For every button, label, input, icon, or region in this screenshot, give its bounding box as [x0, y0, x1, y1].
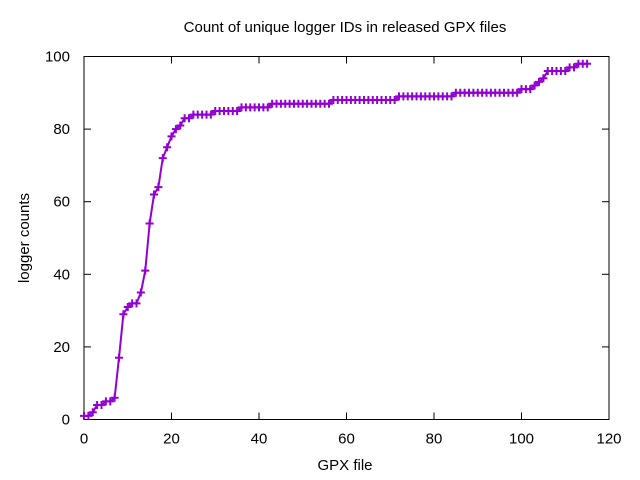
data-point-marker: [526, 85, 535, 94]
data-point-marker: [447, 92, 456, 101]
x-tick-label: 0: [80, 431, 88, 448]
y-tick-label: 100: [45, 49, 70, 66]
data-point-marker: [530, 81, 539, 90]
data-point-marker: [561, 67, 570, 76]
data-point-marker: [136, 288, 145, 297]
data-point-marker: [88, 408, 97, 417]
data-point-marker: [123, 302, 132, 311]
y-tick-label: 0: [62, 412, 70, 429]
data-point-marker: [106, 397, 115, 406]
y-tick-label: 20: [53, 339, 70, 356]
data-point-marker: [84, 411, 93, 420]
data-point-marker: [185, 114, 193, 123]
x-tick-label: 20: [163, 431, 180, 448]
series-markers: [80, 59, 592, 420]
y-axis-label: logger counts: [16, 193, 33, 283]
series-line: [84, 62, 588, 417]
data-point-marker: [163, 143, 172, 152]
data-point-marker: [570, 63, 578, 72]
data-point-marker: [171, 125, 180, 134]
chart-title: Count of unique logger IDs in released G…: [184, 19, 507, 36]
data-point-marker: [150, 190, 158, 199]
data-point-marker: [110, 393, 119, 402]
data-point-marker: [539, 74, 548, 83]
data-point-marker: [158, 154, 167, 163]
x-tick-label: 40: [251, 431, 268, 448]
data-point-marker: [263, 103, 272, 112]
data-point-marker: [535, 77, 543, 86]
axis-ticks: [83, 56, 610, 420]
data-point-marker: [176, 121, 185, 130]
data-point-marker: [141, 266, 150, 275]
data-point-marker: [154, 183, 163, 192]
data-point-marker: [167, 132, 176, 141]
x-tick-label: 80: [426, 431, 443, 448]
data-point-marker: [115, 353, 123, 362]
plot-frame: [83, 56, 610, 420]
data-point-marker: [145, 219, 154, 228]
x-axis-label: GPX file: [317, 457, 372, 474]
x-tick-label: 100: [509, 431, 534, 448]
data-point-marker: [97, 400, 106, 409]
tick-labels: 0 20 40 60 80 100 120 0 20 40 60 80 100: [45, 49, 622, 448]
x-tick-label: 120: [596, 431, 621, 448]
y-tick-label: 60: [53, 194, 70, 211]
data-point-marker: [390, 96, 399, 105]
data-point-marker: [119, 310, 128, 319]
data-point-marker: [325, 99, 333, 108]
y-tick-label: 40: [53, 266, 70, 283]
data-point-marker: [233, 106, 242, 115]
y-tick-label: 80: [53, 121, 70, 138]
data-point-marker: [513, 88, 522, 97]
data-point-marker: [132, 299, 141, 308]
x-tick-label: 60: [338, 431, 355, 448]
data-point-marker: [206, 110, 215, 119]
data-point-marker: [583, 59, 592, 68]
